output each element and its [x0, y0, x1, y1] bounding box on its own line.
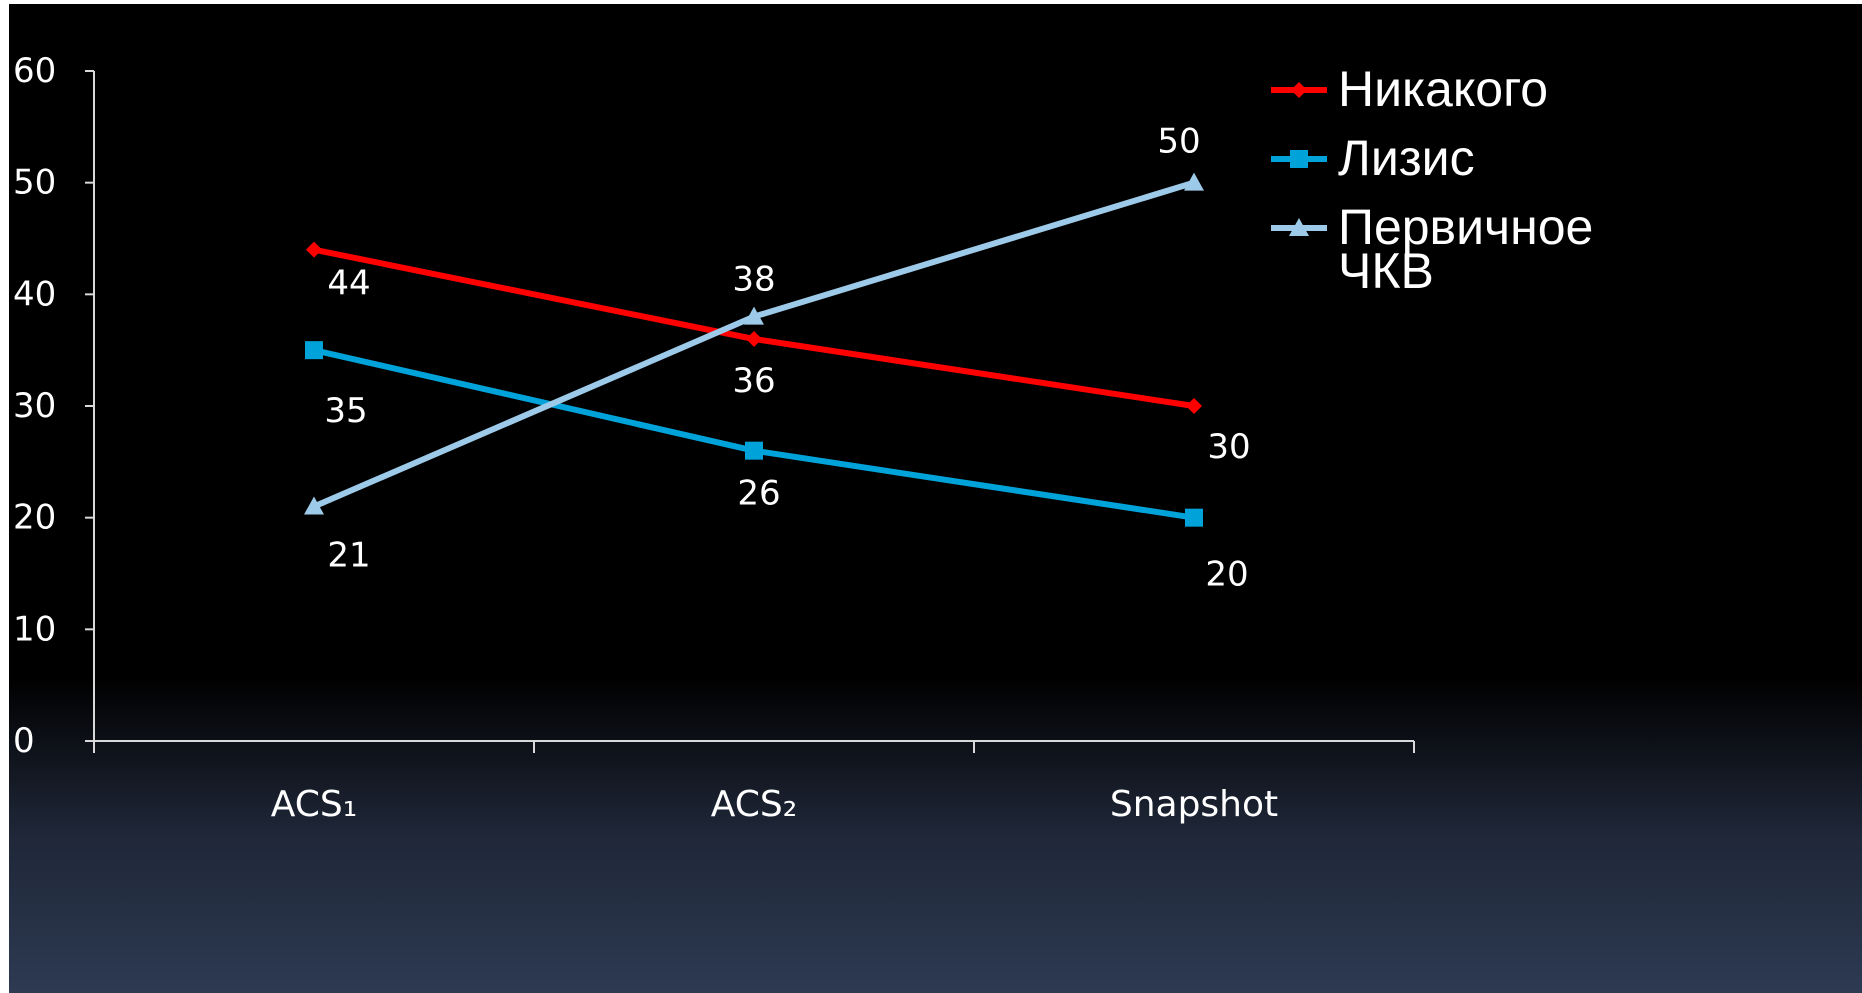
data-point [1185, 508, 1203, 527]
y-tick-label: 20 [13, 498, 56, 538]
data-point [1184, 172, 1204, 191]
legend-label-line: Никакого [1338, 61, 1548, 117]
data-label: 21 [327, 536, 370, 576]
legend-label-line: ЧКВ [1338, 243, 1434, 299]
y-tick-label: 30 [13, 386, 56, 426]
data-label: 20 [1205, 555, 1248, 595]
y-tick-label: 50 [13, 163, 56, 203]
legend-label: Первичное ЧКВ [1338, 199, 1593, 299]
data-label: 44 [327, 264, 370, 304]
data-point [1291, 82, 1307, 98]
x-tick-label: ACS₂ [711, 784, 797, 825]
data-label: 38 [732, 260, 775, 300]
y-tick-label: 40 [13, 274, 56, 314]
data-point [1186, 398, 1202, 414]
legend-label: Лизис [1338, 130, 1475, 186]
data-label: 36 [732, 361, 775, 401]
y-tick-label: 10 [13, 609, 56, 649]
line-chart: 0 10 20 30 40 50 60 ACS₁ ACS₂ Snapshot 44 36 30 35 26 2… [13, 51, 1593, 825]
x-tick-label: ACS₁ [271, 784, 357, 825]
data-label: 50 [1157, 122, 1200, 162]
data-point [745, 441, 763, 460]
legend-label-line: Лизис [1338, 130, 1475, 186]
data-point [304, 496, 324, 515]
y-tick-label: 60 [13, 51, 56, 91]
data-point [746, 331, 762, 347]
legend-label-line: Первичное [1338, 199, 1593, 255]
data-point [1289, 218, 1309, 236]
data-point [1290, 150, 1308, 168]
data-label: 26 [737, 474, 780, 514]
data-point [744, 306, 764, 325]
legend-label: Никакого [1338, 61, 1548, 117]
chart-area: 0 10 20 30 40 50 60 ACS₁ ACS₂ Snapshot 44 36 30 35 26 2… [9, 4, 1862, 993]
data-label: 30 [1207, 427, 1250, 467]
data-point [305, 341, 323, 360]
data-label: 35 [324, 391, 367, 431]
data-point [306, 241, 322, 258]
x-tick-label: Snapshot [1110, 784, 1278, 825]
y-tick-label: 0 [13, 721, 35, 761]
